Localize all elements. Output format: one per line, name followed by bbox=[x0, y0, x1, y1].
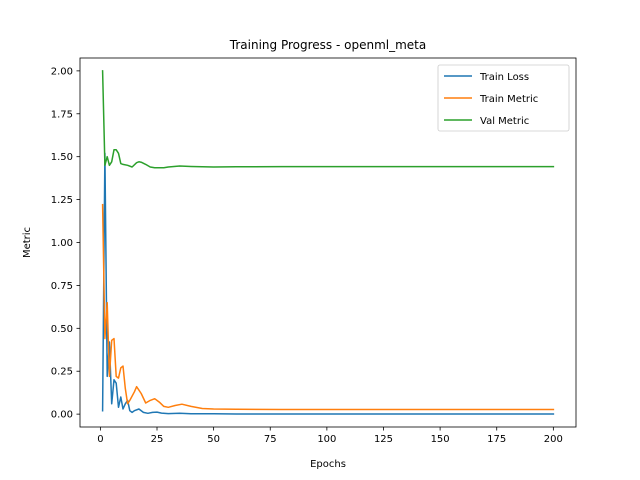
plot-area bbox=[101, 70, 555, 415]
y-tick-label: 0.75 bbox=[51, 281, 73, 292]
y-axis-label: Metric bbox=[22, 227, 33, 258]
y-tick-label: 1.75 bbox=[51, 109, 73, 120]
x-tick-label: 150 bbox=[431, 434, 450, 445]
y-tick-label: 0.50 bbox=[51, 324, 73, 335]
y-tick-label: 1.00 bbox=[51, 238, 73, 249]
series-line-val-metric bbox=[101, 70, 555, 169]
x-tick-label: 25 bbox=[151, 434, 164, 445]
chart-title: Training Progress - openml_meta bbox=[229, 38, 426, 52]
series-line-train-loss bbox=[101, 152, 555, 415]
x-tick-label: 0 bbox=[97, 434, 103, 445]
x-tick-label: 50 bbox=[207, 434, 220, 445]
y-tick-label: 1.50 bbox=[51, 152, 73, 163]
legend: Train Loss Train Metric Val Metric bbox=[437, 64, 570, 132]
x-tick-label: 200 bbox=[544, 434, 563, 445]
legend-label: Train Loss bbox=[479, 72, 529, 83]
legend-label: Val Metric bbox=[480, 116, 529, 127]
y-tick-label: 1.25 bbox=[51, 195, 73, 206]
x-tick-label: 125 bbox=[374, 434, 393, 445]
series-line-train-metric bbox=[101, 203, 555, 411]
x-tick-label: 100 bbox=[317, 434, 336, 445]
y-tick-label: 2.00 bbox=[51, 66, 73, 77]
x-tick-label: 175 bbox=[487, 434, 506, 445]
x-tick-label: 75 bbox=[264, 434, 277, 445]
y-axis: 0.00 0.25 0.50 0.75 1.00 1.25 1.50 1.75 2.00 bbox=[51, 66, 80, 421]
legend-label: Train Metric bbox=[479, 94, 538, 105]
legend-box bbox=[437, 64, 570, 132]
x-axis-label: Epochs bbox=[310, 459, 346, 470]
x-axis: 0 25 50 75 100 125 150 175 200 bbox=[97, 427, 563, 445]
y-tick-label: 0.00 bbox=[51, 410, 73, 421]
y-tick-label: 0.25 bbox=[51, 367, 73, 378]
